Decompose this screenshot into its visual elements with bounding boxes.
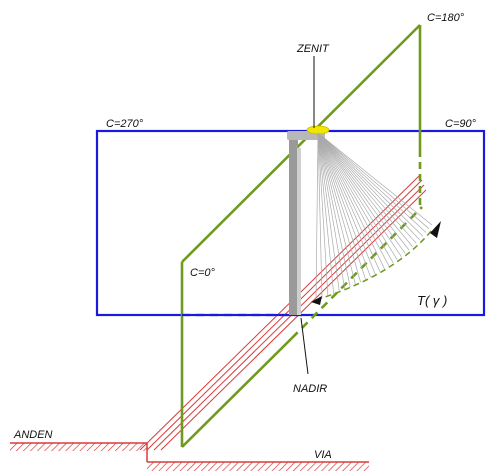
green-plane (180, 24, 423, 448)
label-via: VIA (314, 449, 332, 461)
light-ray (317, 132, 351, 288)
light-ray-fan (315, 132, 433, 301)
light-ray (317, 132, 366, 280)
label-zenit: ZENIT (296, 43, 330, 55)
sidewalk-hatch (10, 443, 147, 451)
luminaire (306, 125, 330, 135)
label-c270: C=270° (106, 118, 144, 130)
label-nadir: NADIR (293, 383, 327, 395)
label-gamma: T( γ ) (417, 293, 447, 308)
light-ray (317, 132, 417, 244)
light-ray (317, 132, 346, 290)
label-c180: C=180° (427, 12, 465, 24)
light-ray (317, 132, 385, 269)
light-ray (317, 132, 390, 266)
light-ray (317, 132, 424, 237)
label-c0: C=0° (190, 267, 215, 279)
light-ray (317, 132, 376, 275)
light-ray (317, 132, 410, 251)
label-anden: ANDEN (13, 429, 53, 441)
light-ray (317, 132, 427, 233)
road-hatch (147, 462, 369, 471)
light-ray (317, 132, 394, 264)
light-ray (317, 132, 329, 297)
light-ray (317, 132, 406, 254)
light-ray (317, 132, 413, 247)
light-ray (317, 132, 356, 285)
gamma-arrow (311, 221, 441, 305)
nadir-leader (300, 317, 309, 375)
light-ray (317, 132, 398, 260)
ground (10, 442, 369, 471)
light-ray (317, 132, 433, 226)
light-ray (317, 132, 323, 299)
light-ray (315, 132, 319, 301)
light-ray (317, 132, 340, 292)
light-ray (317, 132, 371, 278)
light-ray (317, 132, 335, 294)
light-ray (317, 132, 381, 272)
light-ray (317, 132, 420, 241)
label-c90: C=90° (445, 118, 477, 130)
light-ray (317, 132, 430, 230)
light-ray (317, 132, 402, 257)
light-ray (317, 132, 361, 283)
